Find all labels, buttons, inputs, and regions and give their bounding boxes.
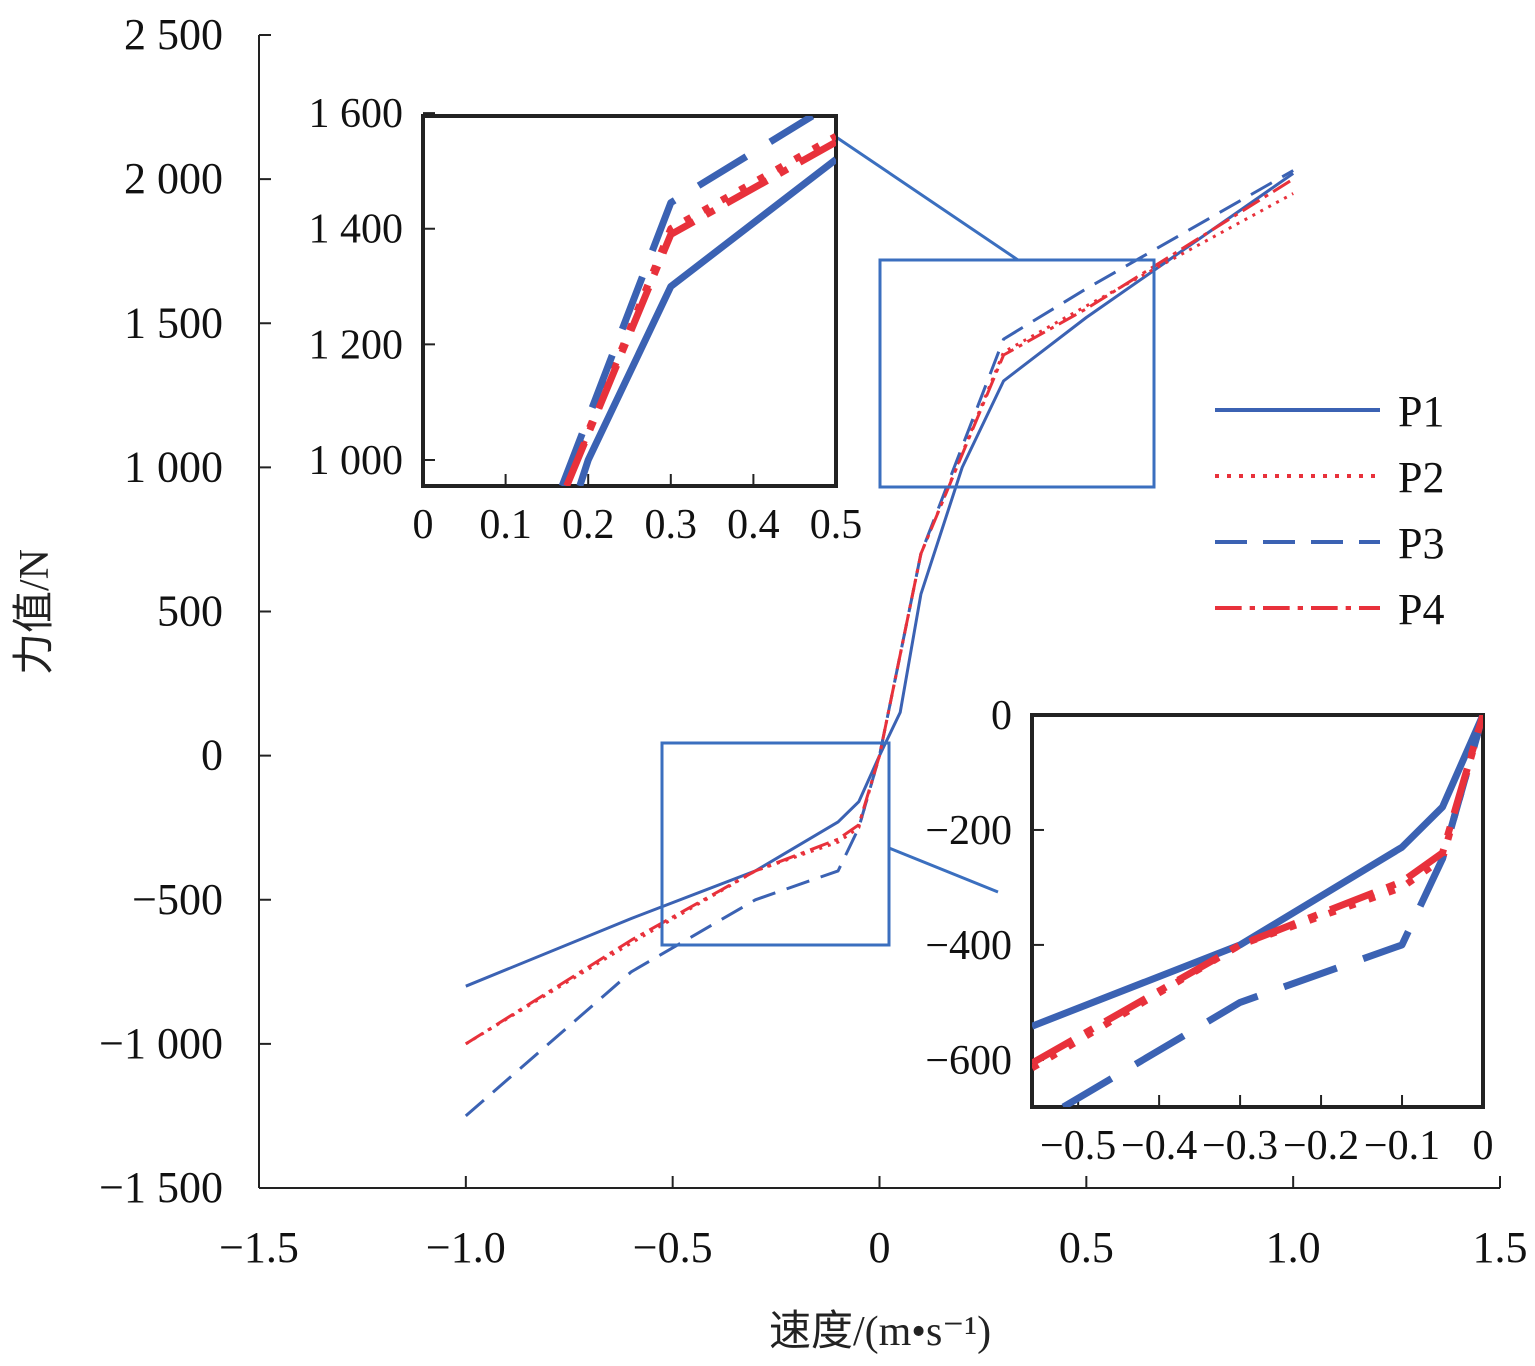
inset-negative-y-tick-label: −600 [925,1038,1012,1084]
main-y-tick-label: −1 500 [99,1163,223,1212]
inset-negative-x-tick-label: −0.3 [1202,1123,1278,1169]
inset-negative-y-tick-label: −400 [925,923,1012,969]
main-y-tick-label: 1 000 [124,442,223,491]
legend: P1 P2 P3 P4 [1215,387,1444,634]
main-x-tick-label: −1.0 [426,1223,506,1272]
main-line-p1 [465,172,1295,988]
inset-positive-line-p2 [562,133,836,486]
inset-positive-frame [421,114,838,488]
inset-positive: 0 0.1 0.2 0.3 0.4 0.5 1 600 1 400 1 200 1 000 [309,91,863,548]
zoom-box-positive [878,258,1156,489]
inset-negative-frame [1030,713,1485,1109]
zoom-region-markers [660,135,1156,947]
inset-negative-y-tick-label: −200 [925,808,1012,854]
legend-label-p4: P4 [1398,585,1444,634]
inset-positive-line-p4 [563,138,836,486]
y-axis-title: 力值/N [12,549,58,675]
inset-positive-x-tick-label: 0.3 [645,502,698,548]
main-line-p4 [465,177,1294,1046]
inset-negative: −0.5 −0.4 −0.3 −0.2 −0.1 0 0 −200 −400 −600 [925,693,1493,1169]
connector-line-positive [835,135,1019,262]
legend-label-p1: P1 [1398,387,1444,436]
inset-positive-x-tick-label: 0.4 [727,502,780,548]
inset-negative-y-tick-label: 0 [991,693,1012,739]
main-axes: −1.5 −1.0 −0.5 0 0.5 1.0 1.5 2 500 2 000 1 500 1 0… [99,10,1527,1272]
main-y-tick-label: −1 000 [99,1019,223,1068]
inset-positive-y-tick-label: 1 600 [309,91,404,137]
inset-negative-background [1032,715,1483,1107]
inset-positive-series-group [558,116,836,486]
inset-positive-line-p3 [558,116,815,486]
inset-positive-y-tick-label: 1 000 [309,438,404,484]
inset-positive-line-p1 [576,156,836,486]
connector-line-negative [888,846,999,894]
inset-positive-x-tick-label: 0.1 [479,502,532,548]
inset-negative-x-tick-label: −0.1 [1364,1123,1440,1169]
main-y-tick-label: 0 [201,731,223,780]
inset-positive-x-tick-label: 0.2 [562,502,615,548]
legend-label-p3: P3 [1398,519,1444,568]
zoom-box-negative [660,741,891,947]
inset-positive-x-tick-label: 0 [413,502,434,548]
main-y-tick-label: 2 500 [124,10,223,59]
main-x-tick-label: −1.5 [219,1223,299,1272]
legend-label-p2: P2 [1398,453,1444,502]
main-y-tick-label: 2 000 [124,154,223,203]
inset-negative-x-tick-label: −0.5 [1040,1123,1116,1169]
main-y-tick-label: 1 500 [124,298,223,347]
main-y-tick-label: −500 [132,875,223,924]
x-axis-title: 速度/(m•s⁻¹) [769,1309,991,1355]
main-series-group [464,169,1295,1118]
inset-negative-x-tick-label: −0.4 [1121,1123,1197,1169]
main-x-tick-label: −0.5 [633,1223,713,1272]
main-x-tick-label: 0 [869,1223,891,1272]
main-x-tick-label: 1.0 [1266,1223,1321,1272]
inset-positive-y-tick-label: 1 400 [309,207,404,253]
inset-negative-x-tick-label: 0 [1473,1123,1494,1169]
inset-positive-y-tick-label: 1 200 [309,322,404,368]
inset-negative-line-p1 [1032,715,1483,1030]
inset-negative-x-tick-label: −0.2 [1283,1123,1359,1169]
inset-negative-line-p4 [1032,715,1483,1067]
main-y-tick-label: 500 [157,587,223,636]
inset-positive-x-tick-label: 0.5 [810,502,863,548]
main-x-tick-label: 0.5 [1059,1223,1114,1272]
main-x-tick-label: 1.5 [1473,1223,1528,1272]
inset-negative-series-group [1032,715,1483,1107]
main-plot-lines [464,169,1295,1118]
